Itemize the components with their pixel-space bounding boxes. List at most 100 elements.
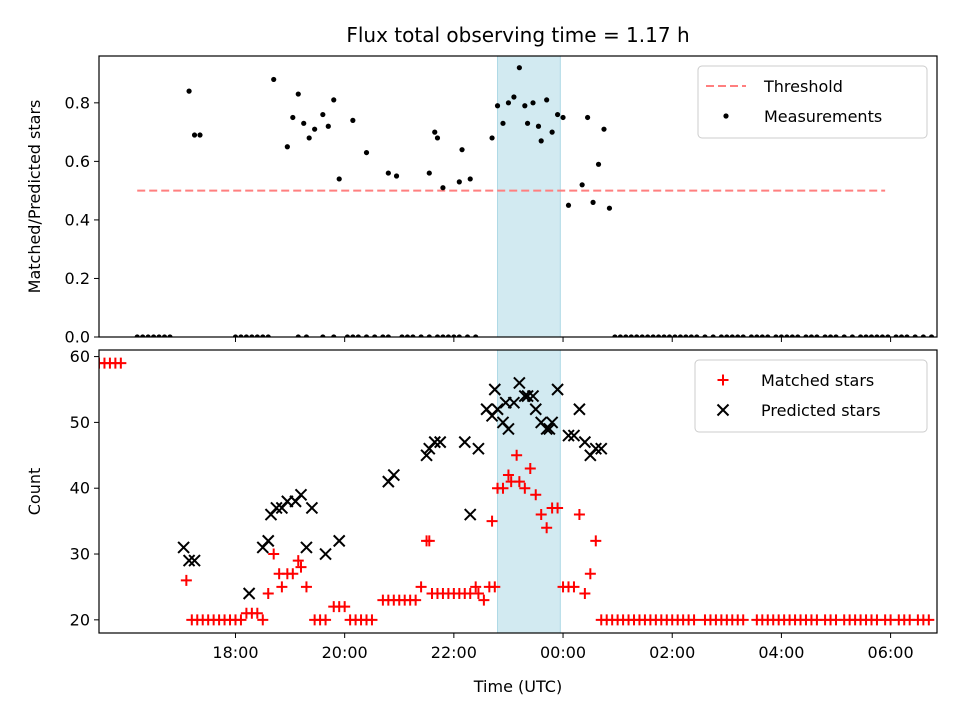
measurements-point — [295, 334, 301, 337]
measurements-point — [661, 334, 667, 337]
matched-stars-point — [535, 509, 547, 521]
measurements-point — [898, 334, 905, 337]
matched-stars-point — [513, 476, 525, 488]
measurements-point — [773, 334, 779, 337]
measurements-point — [849, 334, 855, 337]
legend-entry-label: Predicted stars — [761, 401, 881, 420]
matched-stars-point — [276, 581, 288, 593]
measurements-point — [432, 129, 438, 135]
y-tick-label: 50 — [70, 413, 90, 432]
predicted-stars-point — [428, 435, 441, 449]
measurements-point — [355, 334, 361, 337]
markers — [134, 65, 935, 337]
measurements-point — [617, 334, 623, 337]
measurements-point — [336, 176, 342, 182]
measurements-point — [380, 334, 386, 337]
matched-stars-point — [262, 588, 274, 600]
measurements-point — [645, 334, 651, 337]
measurements-point — [710, 334, 716, 337]
matched-stars-point — [511, 449, 523, 461]
measurements-point — [459, 147, 465, 153]
measurements-point — [494, 103, 501, 109]
measurements-point — [778, 334, 785, 337]
measurements-point — [590, 199, 596, 205]
measurements-point — [331, 334, 337, 337]
measurements-point — [418, 334, 424, 337]
x-tick-label: 02:00 — [649, 643, 695, 662]
measurements-point — [538, 138, 544, 144]
markers — [99, 357, 935, 626]
measurements-point — [500, 120, 506, 126]
measurements-point — [232, 334, 239, 337]
measurements-point — [672, 334, 678, 337]
measurements-point — [928, 334, 935, 337]
measurements-point — [320, 334, 326, 337]
chart-title: Flux total observing time = 1.17 h — [346, 23, 689, 47]
predicted-stars-point — [513, 376, 526, 390]
measurements-point — [372, 334, 378, 337]
measurements-point — [879, 334, 886, 337]
measurements-point — [904, 334, 910, 337]
measurements-point — [426, 334, 432, 337]
measurements-point — [595, 161, 602, 167]
measurements-point — [688, 334, 694, 337]
legend-entry-label: Threshold — [763, 77, 843, 96]
measurements-point — [735, 334, 741, 337]
measurements-point — [666, 334, 673, 337]
measurements-point — [863, 334, 869, 337]
matched-stars-point — [541, 522, 553, 534]
measurements-point — [808, 334, 815, 337]
measurements-point — [186, 88, 192, 94]
y-tick-label: 40 — [70, 479, 90, 498]
measurements-point — [920, 334, 926, 337]
measurements-point — [677, 334, 684, 337]
matched-stars-point — [251, 607, 263, 619]
matched-stars-point — [737, 614, 749, 626]
measurements-point — [363, 334, 370, 337]
predicted-stars-point — [545, 416, 559, 429]
measurements-point — [456, 179, 462, 185]
plot-frame — [98, 55, 938, 338]
measurements-point — [197, 132, 203, 138]
y-tick-label: 0.2 — [65, 269, 90, 288]
matched-stars-point — [497, 482, 509, 494]
measurements-point — [295, 91, 301, 97]
matched-stars-point — [292, 555, 304, 567]
measurements-point — [795, 334, 801, 337]
predicted-stars-point — [567, 429, 581, 442]
measurements-point — [565, 202, 572, 208]
matched-stars-point — [530, 489, 542, 501]
y-tick-label: 0.8 — [65, 93, 90, 112]
measurements-point — [260, 334, 266, 337]
measurements-point — [312, 126, 318, 132]
predicted-stars-point — [578, 435, 592, 449]
measurements-point — [271, 76, 277, 83]
legend-entry-label: Measurements — [764, 107, 882, 126]
ratio-panel: 0.0 0.2 0.4 0.6 0.8 Matched/Predicted stars Th… — [25, 55, 938, 347]
measurements-point — [445, 334, 451, 337]
measurements-point — [150, 334, 157, 337]
measurements-point — [885, 334, 891, 337]
measurements-point — [724, 334, 730, 337]
measurements-point — [306, 135, 312, 141]
measurements-point — [912, 334, 918, 337]
measurements-point — [385, 170, 391, 176]
matched-stars-point — [295, 561, 307, 573]
measurements-point — [650, 334, 656, 337]
measurements-point — [385, 334, 391, 337]
predicted-stars-point — [529, 403, 542, 416]
measurements-point — [702, 334, 708, 337]
measurements-point — [522, 103, 528, 109]
predicted-stars-point — [507, 396, 521, 409]
measurements-point — [440, 185, 446, 191]
legend: Matched stars Predicted stars — [694, 359, 928, 433]
measurements-point — [833, 334, 839, 337]
measurements-point — [363, 149, 370, 156]
matched-stars-point — [115, 357, 127, 369]
legend-marker-swatch — [716, 403, 730, 417]
measurements-point — [303, 334, 310, 337]
matched-stars-point — [524, 462, 536, 474]
measurements-point — [489, 135, 495, 141]
legend-entry-label: Matched stars — [761, 371, 874, 390]
